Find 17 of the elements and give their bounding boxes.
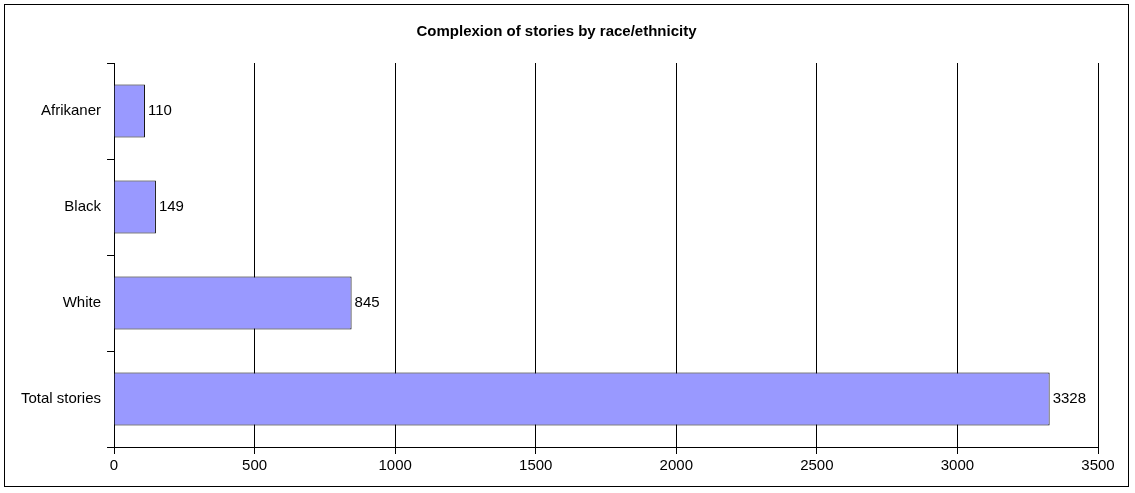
chart-title: Complexion of stories by race/ethnicity [416, 22, 698, 40]
x-tick-label: 3500 [1081, 456, 1115, 474]
x-tick-label: 500 [242, 456, 268, 474]
x-tick-label: 2500 [800, 456, 834, 474]
data-label: 110 [147, 101, 172, 119]
x-tick-label: 2000 [659, 456, 693, 474]
x-tick-label: 1000 [378, 456, 412, 474]
x-tick-label: 0 [109, 456, 119, 474]
data-label: 149 [158, 197, 184, 215]
y-tick-label: Total stories [20, 389, 102, 407]
y-tick-label: Black [64, 197, 102, 215]
x-tick-label: 3000 [940, 456, 975, 474]
data-label: 3328 [1052, 389, 1087, 407]
data-label: 845 [354, 293, 380, 311]
y-tick-label: Afrikaner [41, 101, 102, 119]
x-tick-label: 1500 [519, 456, 553, 474]
y-tick-label: White [62, 293, 102, 311]
